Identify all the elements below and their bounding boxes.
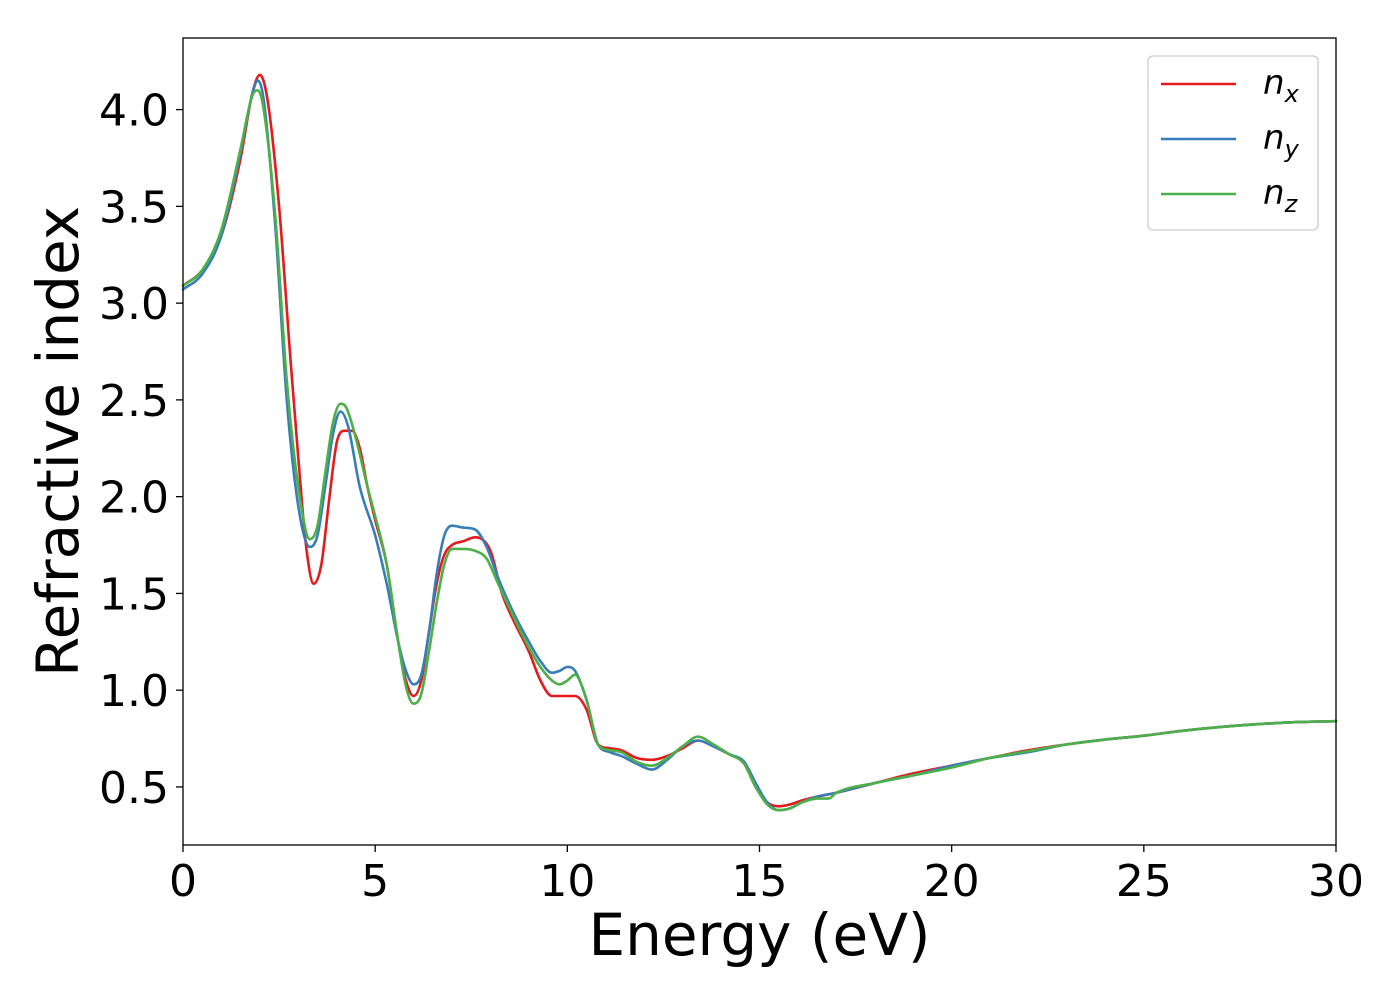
x-tick-label: 30 bbox=[1308, 856, 1364, 907]
y-tick-label: 1.5 bbox=[99, 569, 169, 620]
x-tick-label: 20 bbox=[924, 856, 980, 907]
y-tick-label: 4.0 bbox=[99, 86, 169, 137]
y-tick-label: 0.5 bbox=[99, 763, 169, 814]
y-tick-label: 3.5 bbox=[99, 182, 169, 233]
x-tick-label: 25 bbox=[1116, 856, 1172, 907]
x-axis-ticks: 0 5 10 15 20 25 30 bbox=[169, 845, 1364, 907]
series-layer bbox=[181, 73, 1338, 812]
y-tick-label: 3.0 bbox=[99, 279, 169, 330]
y-axis-ticks: 0.5 1.0 1.5 2.0 2.5 3.0 3.5 4.0 bbox=[99, 86, 183, 814]
y-axis-title: Refractive index bbox=[24, 206, 92, 677]
series-line-n-z bbox=[181, 88, 1338, 812]
y-tick-label: 1.0 bbox=[99, 666, 169, 717]
x-tick-label: 10 bbox=[539, 856, 595, 907]
x-tick-label: 5 bbox=[361, 856, 389, 907]
x-axis-title: Energy (eV) bbox=[588, 901, 930, 969]
x-tick-label: 15 bbox=[732, 856, 788, 907]
y-tick-label: 2.0 bbox=[99, 473, 169, 524]
legend-box bbox=[1147, 55, 1319, 231]
y-tick-label: 2.5 bbox=[99, 376, 169, 427]
x-tick-label: 0 bbox=[169, 856, 197, 907]
